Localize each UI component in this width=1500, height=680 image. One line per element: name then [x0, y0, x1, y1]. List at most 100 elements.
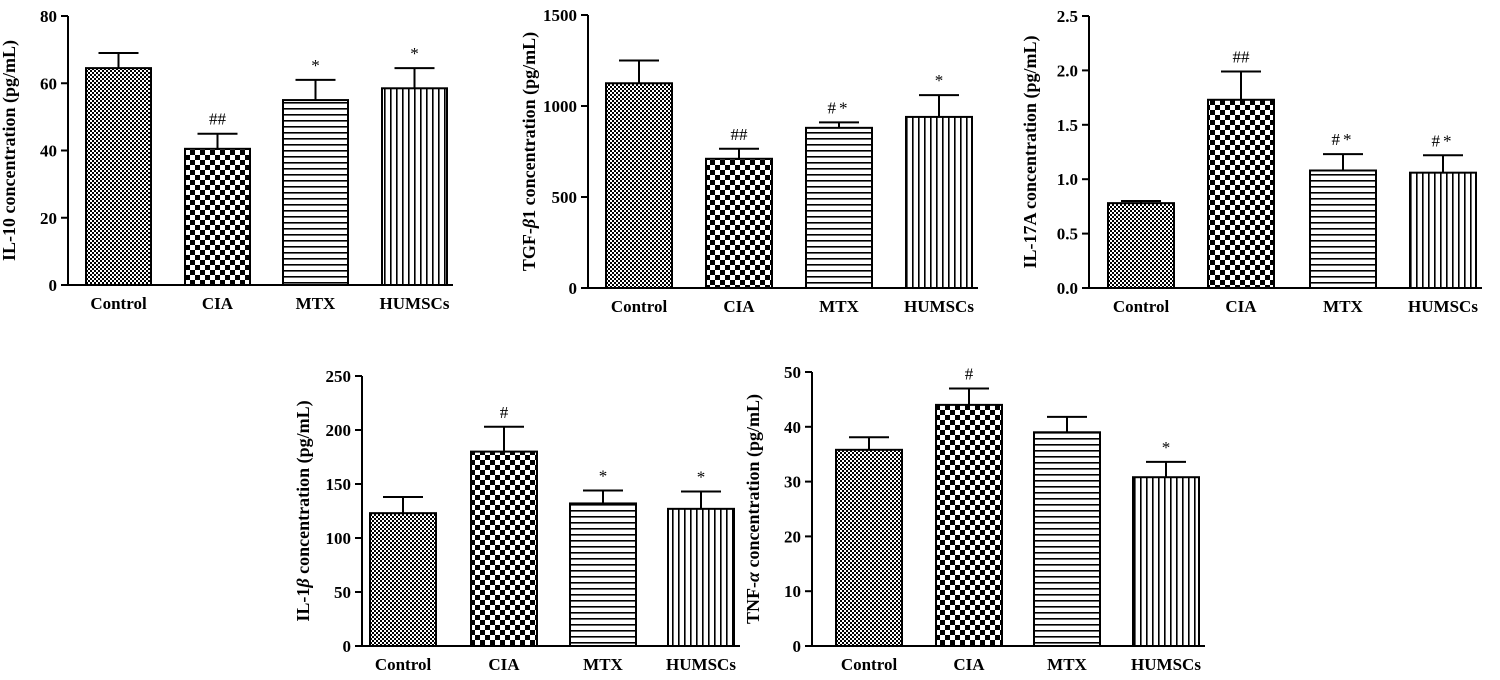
bar-control	[85, 67, 152, 287]
category-label-humscs: HUMSCs	[1131, 655, 1201, 674]
y-tick-label: 40	[784, 418, 801, 437]
y-tick-label: 1.0	[1057, 170, 1078, 189]
bar-humscs	[1409, 171, 1477, 289]
category-label-cia: CIA	[202, 294, 234, 313]
category-label-mtx: MTX	[583, 655, 623, 674]
error-bar-control	[849, 436, 889, 450]
significance-label-cia: #	[500, 403, 509, 422]
error-bar-humscs	[394, 67, 435, 89]
y-tick-label: 60	[40, 74, 57, 93]
bar-humscs	[905, 115, 973, 289]
error-bar-mtx	[295, 78, 336, 101]
category-label-mtx: MTX	[296, 294, 336, 313]
category-label-humscs: HUMSCs	[380, 294, 450, 313]
panel-il1b: 0 50 100 150 200 250 IL-1β concentration (pg/m…	[293, 367, 740, 674]
error-bar-cia	[719, 147, 759, 159]
y-tick-label: 0	[343, 637, 352, 656]
category-label-cia: CIA	[723, 297, 755, 316]
y-axis-label: TGF-β1 concentration (pg/mL)	[519, 32, 540, 271]
panel-tnfa: 0 10 20 30 40 50 TNF-α concentration (pg/mL) Co…	[743, 363, 1205, 674]
significance-label-humscs: #*	[1432, 131, 1455, 150]
bar-humscs	[1132, 476, 1200, 647]
category-label-humscs: HUMSCs	[904, 297, 974, 316]
category-label-cia: CIA	[1225, 297, 1257, 316]
bar-control	[1107, 202, 1175, 289]
bar-control	[835, 448, 903, 648]
bar-cia	[470, 450, 538, 647]
error-bar-humscs	[1146, 460, 1186, 478]
significance-label-humscs: *	[1162, 438, 1171, 457]
error-bar-humscs	[919, 94, 959, 117]
significance-label-cia: ##	[209, 110, 227, 129]
error-bar-control	[98, 51, 139, 69]
y-tick-label: 150	[326, 475, 352, 494]
bar-cia	[705, 157, 773, 289]
significance-label-mtx: #*	[1332, 130, 1355, 149]
category-label-control: Control	[90, 294, 147, 313]
error-bar-cia	[197, 132, 238, 149]
bar-cia	[184, 147, 251, 286]
error-bar-mtx	[583, 489, 623, 504]
y-tick-label: 200	[326, 421, 352, 440]
significance-label-cia: #	[965, 364, 974, 383]
category-label-cia: CIA	[953, 655, 985, 674]
category-label-control: Control	[375, 655, 432, 674]
y-tick-label: 500	[552, 188, 578, 207]
y-tick-label: 50	[334, 583, 351, 602]
category-label-humscs: HUMSCs	[1408, 297, 1478, 316]
bar-mtx	[1033, 431, 1101, 647]
panel-il10: 0 20 40 60 80 IL-10 concentration (pg/mL) Cont…	[0, 7, 453, 313]
significance-label-cia: ##	[1233, 47, 1251, 66]
error-bar-control	[383, 495, 423, 514]
category-label-control: Control	[611, 297, 668, 316]
y-axis-label: TNF-α concentration (pg/mL)	[743, 394, 764, 624]
y-tick-label: 0	[569, 279, 578, 298]
y-axis-label: IL-10 concentration (pg/mL)	[0, 40, 20, 261]
significance-label-mtx: *	[599, 466, 608, 485]
bar-humscs	[381, 87, 448, 286]
error-bar-cia	[484, 425, 524, 452]
bar-cia	[935, 403, 1003, 647]
error-bar-mtx	[819, 121, 859, 128]
y-tick-label: 80	[40, 7, 57, 26]
bar-humscs	[667, 507, 735, 647]
y-tick-label: 20	[40, 209, 57, 228]
y-tick-label: 2.0	[1057, 61, 1078, 80]
bar-mtx	[282, 99, 349, 286]
y-tick-label: 40	[40, 142, 57, 161]
significance-label-mtx: #*	[828, 98, 851, 117]
error-bar-humscs	[681, 490, 721, 509]
category-label-humscs: HUMSCs	[666, 655, 736, 674]
error-bar-humscs	[1423, 154, 1463, 173]
y-tick-label: 250	[326, 367, 352, 386]
bar-mtx	[805, 126, 873, 289]
significance-label-humscs: *	[697, 468, 706, 487]
y-tick-label: 50	[784, 363, 801, 382]
y-tick-label: 2.5	[1057, 7, 1078, 26]
y-tick-label: 20	[784, 527, 801, 546]
error-bar-mtx	[1047, 415, 1087, 433]
y-tick-label: 0	[49, 276, 58, 295]
y-tick-label: 10	[784, 582, 801, 601]
y-axis-label: IL-1β concentration (pg/mL)	[293, 400, 314, 621]
y-tick-label: 0.0	[1057, 279, 1078, 298]
error-bar-control	[619, 59, 659, 84]
significance-label-humscs: *	[935, 71, 944, 90]
category-label-mtx: MTX	[819, 297, 859, 316]
significance-label-mtx: *	[311, 56, 320, 75]
category-label-mtx: MTX	[1047, 655, 1087, 674]
y-tick-label: 30	[784, 473, 801, 492]
error-bar-cia	[1221, 70, 1261, 100]
panel-il17a: 0.0 0.5 1.0 1.5 2.0 2.5 IL-17A concentration (…	[1020, 7, 1482, 316]
error-bar-cia	[949, 387, 989, 405]
error-bar-control	[1121, 199, 1161, 204]
y-tick-label: 0	[793, 637, 802, 656]
bar-cia	[1207, 98, 1275, 289]
bar-control	[369, 512, 437, 647]
y-tick-label: 1.5	[1057, 116, 1078, 135]
category-label-mtx: MTX	[1323, 297, 1363, 316]
category-label-cia: CIA	[488, 655, 520, 674]
y-tick-label: 1000	[543, 97, 577, 116]
category-label-control: Control	[1113, 297, 1170, 316]
